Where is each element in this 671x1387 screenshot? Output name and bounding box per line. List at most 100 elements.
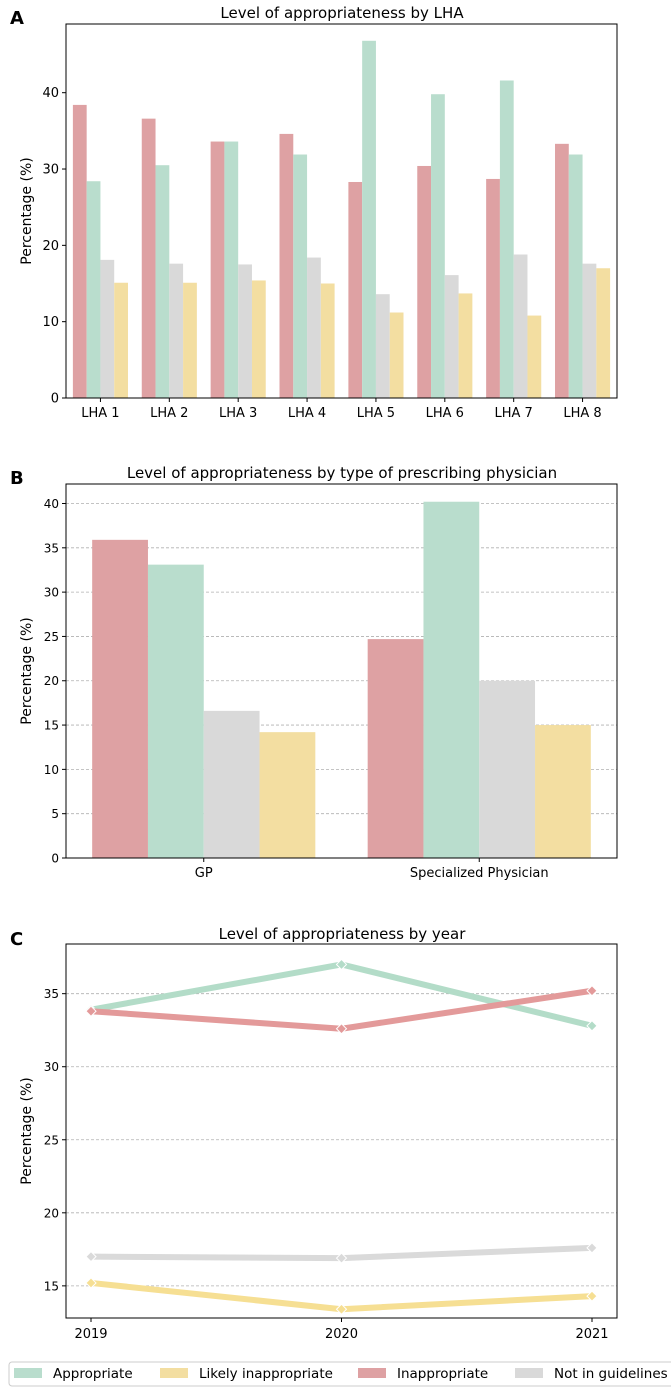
x-tick-label-c: 2021 [575,1327,608,1342]
x-tick-label-a: LHA 5 [357,406,395,421]
legend-label-appropriate: Appropriate [53,1366,133,1382]
x-tick-label-c: 2020 [325,1327,358,1342]
bar-a-inappropriate [417,165,432,398]
bar-a-appropriate [431,94,445,399]
legend-swatch-inappropriate [358,1368,386,1378]
bar-a-inappropriate [555,143,569,398]
legend-label-not-in-guidelines: Not in guidelines [554,1366,668,1382]
x-tick-label-a: LHA 3 [219,406,257,421]
x-tick-label-a: LHA 6 [426,406,464,421]
panel-label-a: A [10,8,24,29]
x-ticks-c: 2019 2020 2021 [74,1318,609,1342]
panel-b: B Level of appropriateness by type of pr… [10,464,618,881]
x-tick-label-a: LHA 8 [563,406,601,421]
point-inappropriate [586,985,598,997]
bar-a-inappropriate [348,181,363,398]
legend-label-inappropriate: Inappropriate [397,1366,488,1382]
y-axis-label-c: Percentage (%) [19,1077,35,1184]
y-tick-label-c: 35 [44,987,59,1001]
chart-title-b: Level of appropriateness by type of pres… [127,464,557,482]
y-tick-label-b: 10 [44,763,59,777]
y-axis-label-b: Percentage (%) [19,617,35,724]
y-tick-label-a: 40 [42,86,59,101]
point-likely-inappropriate [586,1290,598,1302]
bar-a-appropriate [499,80,514,399]
bar-b-likely-inappropriate [259,732,316,858]
bar-a-likely-inappropriate [114,282,128,398]
bars-a [72,40,611,399]
x-tick-label-a: LHA 4 [288,406,326,421]
x-tick-label-b: Specialized Physician [410,866,549,881]
y-axis-label-a: Percentage (%) [19,157,35,264]
bar-a-inappropriate [210,141,225,399]
y-tick-label-a: 0 [51,392,59,407]
bar-b-not-in-guidelines [203,710,260,858]
panel-label-c: C [10,929,23,950]
bar-b-appropriate [147,564,204,858]
point-likely-inappropriate [335,1303,348,1315]
x-ticks-b: GP Specialized Physician [195,858,549,881]
bar-b-likely-inappropriate [535,725,591,858]
bar-a-not-in-guidelines [100,259,115,398]
bar-a-likely-inappropriate [320,283,335,398]
point-inappropriate [85,1005,97,1017]
bar-a-likely-inappropriate [527,315,542,398]
y-tick-label-b: 40 [44,497,59,511]
bar-a-not-in-guidelines [169,263,184,398]
bar-b-inappropriate [367,639,424,858]
bar-a-likely-inappropriate [458,293,473,398]
y-ticks-a: 0 10 20 30 40 [42,86,66,407]
y-tick-label-a: 30 [42,163,59,178]
bar-a-likely-inappropriate [183,282,197,398]
bar-a-not-in-guidelines [513,254,528,398]
bar-a-appropriate [568,154,583,398]
y-tick-label-b: 0 [51,852,59,866]
panel-a: A Level of appropriateness by LHA Percen… [10,4,618,421]
legend-label-likely-inappropriate: Likely inappropriate [199,1366,333,1382]
y-tick-label-b: 35 [44,541,59,555]
bar-a-not-in-guidelines [307,257,321,398]
point-not-in-guidelines [85,1250,97,1263]
y-tick-label-b: 25 [44,630,59,644]
bar-a-likely-inappropriate [389,312,404,398]
bar-a-inappropriate [141,118,156,398]
point-appropriate [586,1020,598,1032]
lines-c [85,958,598,1315]
x-tick-label-a: LHA 1 [81,406,119,421]
y-tick-label-c: 15 [44,1279,59,1293]
bar-a-appropriate [293,154,308,398]
legend-swatch-appropriate [14,1368,42,1378]
bar-b-inappropriate [92,539,148,858]
x-tick-label-c: 2019 [74,1327,107,1342]
bar-a-appropriate [155,165,170,398]
chart-title-a: Level of appropriateness by LHA [220,4,464,22]
y-tick-label-b: 5 [51,807,59,821]
chart-title-c: Level of appropriateness by year [219,925,467,943]
bar-a-not-in-guidelines [375,294,390,398]
bar-a-appropriate [224,141,239,399]
x-ticks-a: LHA 1 LHA 2 LHA 3 LHA 4 LHA 5 LHA 6 LHA 7 LHA 8 [81,398,602,421]
panel-label-b: B [10,468,24,489]
plot-frame-c [65,943,618,1319]
y-tick-label-c: 25 [44,1133,59,1147]
y-ticks-c: 15 20 25 30 35 [44,987,66,1293]
x-tick-label-a: LHA 2 [150,406,188,421]
grid-c [66,993,617,1287]
bar-a-not-in-guidelines [444,275,459,398]
y-tick-label-a: 20 [42,239,59,254]
y-tick-label-c: 30 [44,1060,59,1074]
y-tick-label-b: 15 [44,719,59,733]
x-tick-label-a: LHA 7 [495,406,533,421]
bar-a-not-in-guidelines [582,263,597,398]
y-tick-label-b: 30 [44,586,59,600]
legend: Appropriate Likely inappropriate Inappropr… [8,1361,671,1387]
y-tick-label-a: 10 [42,315,59,330]
point-not-in-guidelines [335,1252,348,1264]
bar-a-inappropriate [279,133,294,398]
point-likely-inappropriate [85,1277,97,1289]
x-tick-label-b: GP [195,866,213,881]
panel-c: C Level of appropriateness by year Perce… [10,925,618,1342]
bar-a-likely-inappropriate [251,280,266,398]
bar-a-appropriate [362,40,376,398]
